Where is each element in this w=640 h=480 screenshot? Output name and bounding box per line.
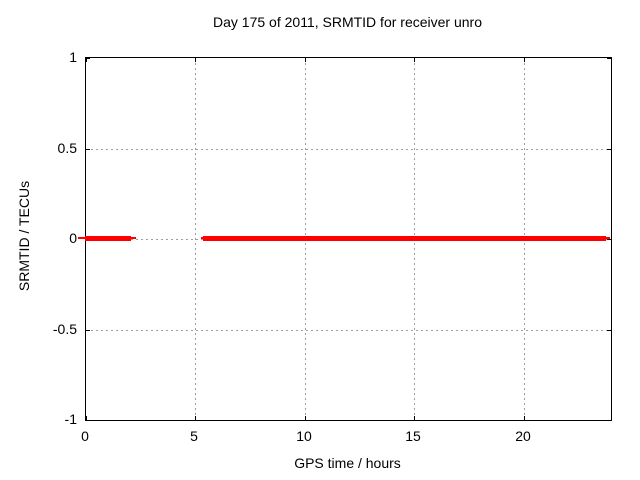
data-line-segment-core — [85, 236, 131, 241]
data-line-segment-core — [203, 236, 606, 241]
y-tick-label: 1 — [69, 49, 77, 65]
x-tick-mark — [195, 58, 196, 62]
y-gridline — [86, 149, 611, 150]
x-tick-mark — [305, 58, 306, 62]
y-tick-mark — [607, 58, 611, 59]
chart-title: Day 175 of 2011, SRMTID for receiver unr… — [213, 14, 482, 30]
x-tick-mark — [195, 416, 196, 420]
x-tick-label: 10 — [296, 428, 312, 444]
x-tick-mark — [524, 416, 525, 420]
x-axis-label: GPS time / hours — [294, 455, 401, 471]
y-tick-label: -0.5 — [52, 321, 77, 337]
x-tick-mark — [86, 58, 87, 62]
y-tick-mark — [86, 330, 90, 331]
y-tick-mark — [607, 420, 611, 421]
y-tick-mark — [86, 58, 90, 59]
y-tick-label: -1 — [64, 411, 77, 427]
x-tick-label: 15 — [405, 428, 421, 444]
y-tick-mark — [86, 149, 90, 150]
x-tick-label: 5 — [190, 428, 198, 444]
y-tick-mark — [607, 330, 611, 331]
x-tick-mark — [524, 58, 525, 62]
x-tick-mark — [414, 58, 415, 62]
y-tick-mark — [607, 149, 611, 150]
y-gridline — [86, 330, 611, 331]
x-tick-label: 20 — [515, 428, 531, 444]
y-tick-mark — [86, 420, 90, 421]
y-tick-mark — [607, 239, 611, 240]
x-tick-mark — [414, 416, 415, 420]
x-tick-mark — [86, 416, 87, 420]
y-tick-label: 0 — [69, 230, 77, 246]
x-tick-label: 0 — [81, 428, 89, 444]
y-tick-label: 0.5 — [57, 140, 77, 156]
x-tick-mark — [305, 416, 306, 420]
